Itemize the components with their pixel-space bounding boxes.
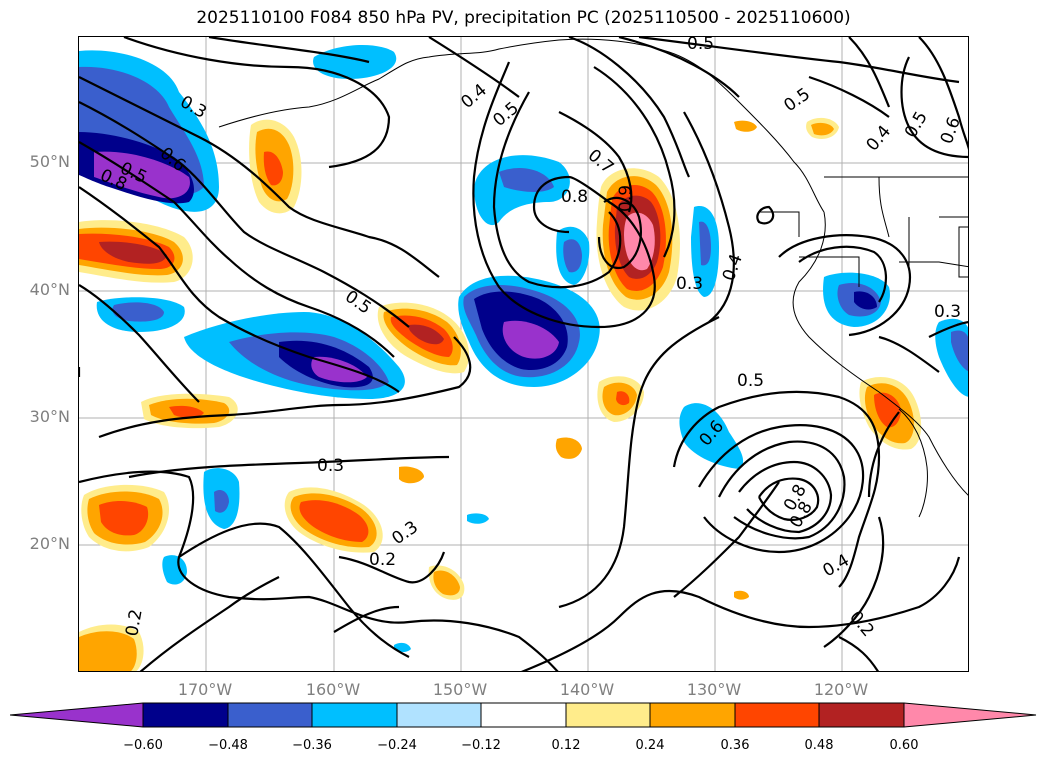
lon-label-150w: 150°W <box>432 680 488 699</box>
colorbar-tick-label: 0.48 <box>804 738 834 753</box>
chart-title: 2025110100 F084 850 hPa PV, precipitatio… <box>196 8 851 28</box>
contour-label: 0.2 <box>369 550 396 570</box>
colorbar-tick-label: 0.60 <box>889 738 919 753</box>
contour-label: 0.5 <box>780 84 814 116</box>
contour-label: 0.4 <box>719 251 747 283</box>
colorbar-swatch <box>10 703 143 727</box>
lon-label-130w: 130°W <box>686 680 742 699</box>
colorbar-tick-label: 0.12 <box>551 738 581 753</box>
colorbar-swatch <box>143 703 228 727</box>
contour-label: 0.3 <box>934 302 961 322</box>
colorbar-swatch <box>312 703 397 727</box>
map-svg: 0.5 0.3 0.4 0.5 0.7 0.8 0.9 0.3 0.4 0.5 … <box>79 37 968 671</box>
contour-label: 0.9 <box>616 185 636 212</box>
colorbar-swatch <box>904 703 1036 727</box>
colorbar-swatch <box>566 703 650 727</box>
contour-label: 0.5 <box>901 108 932 141</box>
lat-label-50n: 50°N <box>29 152 70 171</box>
coastlines <box>218 38 968 518</box>
negative-pc-shading <box>79 45 968 652</box>
colorbar-swatch <box>650 703 735 727</box>
colorbar-swatch <box>819 703 904 727</box>
colorbar-swatch <box>735 703 819 727</box>
colorbar-tick-label: −0.48 <box>208 738 248 753</box>
lat-label-30n: 30°N <box>29 407 70 426</box>
contour-label: 0.3 <box>388 517 422 549</box>
lon-label-170w: 170°W <box>177 680 233 699</box>
contour-label: 0.3 <box>317 456 344 476</box>
contour-label: 0.8 <box>561 187 588 207</box>
colorbar-tick-label: 0.36 <box>720 738 750 753</box>
contour-label: 0.2 <box>122 608 146 638</box>
contour-label: 0.4 <box>457 80 491 113</box>
positive-pc-shading <box>79 117 922 671</box>
contour-label: 0.4 <box>820 550 853 581</box>
lon-label-160w: 160°W <box>305 680 361 699</box>
colorbar-swatch <box>481 703 566 727</box>
map-panel[interactable]: 0.5 0.3 0.4 0.5 0.7 0.8 0.9 0.3 0.4 0.5 … <box>78 36 969 672</box>
lat-label-20n: 20°N <box>29 534 70 553</box>
contour-label: 0.4 <box>863 122 896 156</box>
colorbar-tick-label: −0.24 <box>377 738 417 753</box>
contour-label: 0.5 <box>489 98 523 131</box>
contour-label: 0.2 <box>845 607 878 641</box>
lon-label-120w: 120°W <box>813 680 869 699</box>
colorbar-swatch <box>228 703 312 727</box>
lon-label-140w: 140°W <box>559 680 615 699</box>
colorbar <box>10 702 1037 728</box>
colorbar-tick-label: −0.60 <box>123 738 163 753</box>
contour-label: 0.3 <box>676 274 703 294</box>
colorbar-tick-label: −0.36 <box>292 738 332 753</box>
contour-label: 0.5 <box>737 371 764 391</box>
lat-label-40n: 40°N <box>29 280 70 299</box>
colorbar-tick-label: −0.12 <box>461 738 501 753</box>
contour-label: 0.5 <box>687 37 714 54</box>
colorbar-swatch <box>397 703 481 727</box>
colorbar-tick-label: 0.24 <box>635 738 665 753</box>
contour-label: 0.6 <box>937 114 965 146</box>
pv-contours <box>79 37 968 671</box>
gridlines <box>79 37 968 671</box>
